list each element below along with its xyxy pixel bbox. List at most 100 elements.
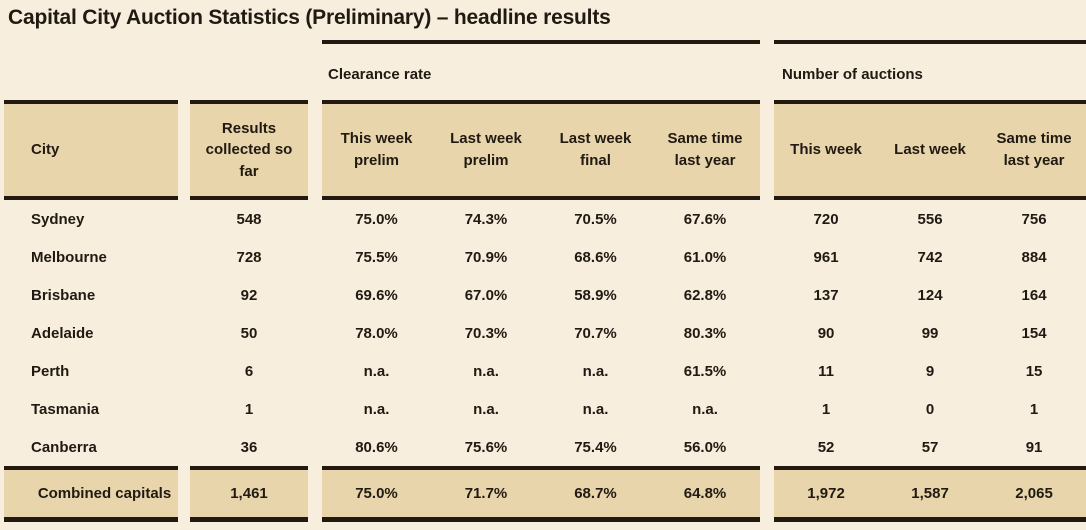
column-gap [308, 314, 322, 352]
column-header-city: City [4, 100, 178, 201]
group-header-spacer [4, 40, 322, 100]
table-row-tasmania: Tasmania 1 n.a. n.a. n.a. n.a. 1 0 1 [4, 390, 1086, 428]
column-gap [308, 390, 322, 428]
table-row-sydney: Sydney 548 75.0% 74.3% 70.5% 67.6% 720 5… [4, 200, 1086, 238]
cell-clearance: n.a. [363, 400, 390, 418]
column-gap [760, 314, 774, 352]
cell-auctions: 164 [1021, 286, 1047, 304]
column-gap [178, 238, 190, 276]
cell-results: 548 [236, 210, 262, 228]
cell-auctions: 0 [925, 400, 935, 418]
cell-city: Combined capitals [4, 466, 178, 523]
column-gap [308, 100, 322, 200]
cell-clearance: 61.5% [683, 362, 727, 380]
cell-city: Brisbane [31, 286, 96, 304]
cell-clearance: 80.6% [355, 438, 398, 456]
cell-clearance: 75.4% [574, 438, 617, 456]
cell-clearance: 70.5% [574, 210, 617, 228]
cell-auctions: 124 [917, 286, 943, 304]
group-header-row: Clearance rate Number of auctions [4, 40, 1086, 100]
cell-auctions: 91 [1025, 438, 1043, 456]
column-gap [760, 466, 774, 522]
column-gap [308, 238, 322, 276]
cell-auctions: 99 [921, 324, 939, 342]
cell-clearance: 74.3% [464, 210, 508, 228]
column-gap [308, 352, 322, 390]
cell-city: Perth [31, 362, 70, 380]
cell-clearance: 70.3% [464, 324, 508, 342]
table-row-combined-capitals: Combined capitals 1,461 75.0% 71.7% 68.7… [4, 466, 1086, 523]
column-gap [178, 200, 190, 238]
table-row-adelaide: Adelaide 50 78.0% 70.3% 70.7% 80.3% 90 9… [4, 314, 1086, 352]
cell-city: Sydney [31, 210, 85, 228]
column-header-last-week-auctions: Last week [878, 100, 983, 201]
cell-auctions: 154 [1021, 324, 1047, 342]
column-gap [178, 428, 190, 466]
cell-auctions: 1,972 [774, 466, 879, 523]
cell-auctions: 756 [1021, 210, 1047, 228]
column-gap [760, 200, 774, 238]
column-header-last-week-final: Last week final [541, 100, 650, 201]
cell-clearance: n.a. [363, 362, 390, 380]
cell-clearance: 70.9% [464, 248, 508, 266]
column-gap [308, 466, 322, 522]
cell-results: 728 [236, 248, 262, 266]
cell-auctions: 1 [1029, 400, 1039, 418]
cell-clearance: 70.7% [574, 324, 617, 342]
group-label-clearance-rate: Clearance rate [322, 40, 761, 100]
cell-auctions: 15 [1025, 362, 1043, 380]
cell-city: Melbourne [31, 248, 107, 266]
table-row-canberra: Canberra 36 80.6% 75.6% 75.4% 56.0% 52 5… [4, 428, 1086, 466]
cell-clearance: 56.0% [683, 438, 727, 456]
cell-clearance: 80.3% [683, 324, 727, 342]
column-header-this-week-auctions: This week [774, 100, 879, 201]
column-header-row: City Results collected so far This week … [4, 100, 1086, 201]
column-header-same-time-last-year-auctions: Same time last year [982, 100, 1086, 201]
column-header-results-collected: Results collected so far [190, 100, 308, 201]
cell-auctions: 52 [817, 438, 835, 456]
cell-results: 1,461 [190, 466, 308, 523]
cell-clearance: 69.6% [355, 286, 398, 304]
cell-results: 6 [244, 362, 254, 380]
column-gap [760, 40, 774, 100]
cell-auctions: 2,065 [982, 466, 1086, 523]
cell-clearance: 68.6% [574, 248, 617, 266]
cell-auctions: 556 [917, 210, 943, 228]
column-gap [178, 314, 190, 352]
cell-clearance: 58.9% [574, 286, 617, 304]
cell-auctions: 720 [813, 210, 839, 228]
cell-clearance: 78.0% [355, 324, 398, 342]
cell-auctions: 11 [818, 362, 834, 380]
cell-clearance: 61.0% [683, 248, 727, 266]
table-row-melbourne: Melbourne 728 75.5% 70.9% 68.6% 61.0% 96… [4, 238, 1086, 276]
cell-auctions: 9 [925, 362, 935, 380]
cell-auctions: 1,587 [878, 466, 983, 523]
cell-clearance: 62.8% [683, 286, 727, 304]
cell-clearance: 75.0% [322, 466, 431, 523]
table-row-perth: Perth 6 n.a. n.a. n.a. 61.5% 11 9 15 [4, 352, 1086, 390]
cell-clearance: 75.5% [355, 248, 398, 266]
cell-city: Canberra [31, 438, 97, 456]
column-gap [178, 276, 190, 314]
column-gap [178, 100, 190, 200]
cell-clearance: 75.0% [355, 210, 398, 228]
auction-statistics-table: Clearance rate Number of auctions City R… [4, 40, 1086, 523]
cell-clearance: n.a. [473, 362, 499, 380]
group-label-number-of-auctions: Number of auctions [774, 40, 1086, 100]
cell-auctions: 961 [813, 248, 839, 266]
cell-clearance: 71.7% [431, 466, 541, 523]
cell-clearance: n.a. [473, 400, 499, 418]
column-gap [760, 428, 774, 466]
cell-results: 50 [240, 324, 258, 342]
cell-auctions: 884 [1021, 248, 1047, 266]
cell-auctions: 137 [813, 286, 839, 304]
column-header-this-week-prelim: This week prelim [322, 100, 431, 201]
cell-auctions: 742 [917, 248, 943, 266]
cell-auctions: 57 [921, 438, 939, 456]
cell-clearance: 64.8% [650, 466, 761, 523]
column-gap [308, 200, 322, 238]
column-gap [178, 390, 190, 428]
cell-clearance: 75.6% [464, 438, 508, 456]
cell-city: Adelaide [31, 324, 94, 342]
